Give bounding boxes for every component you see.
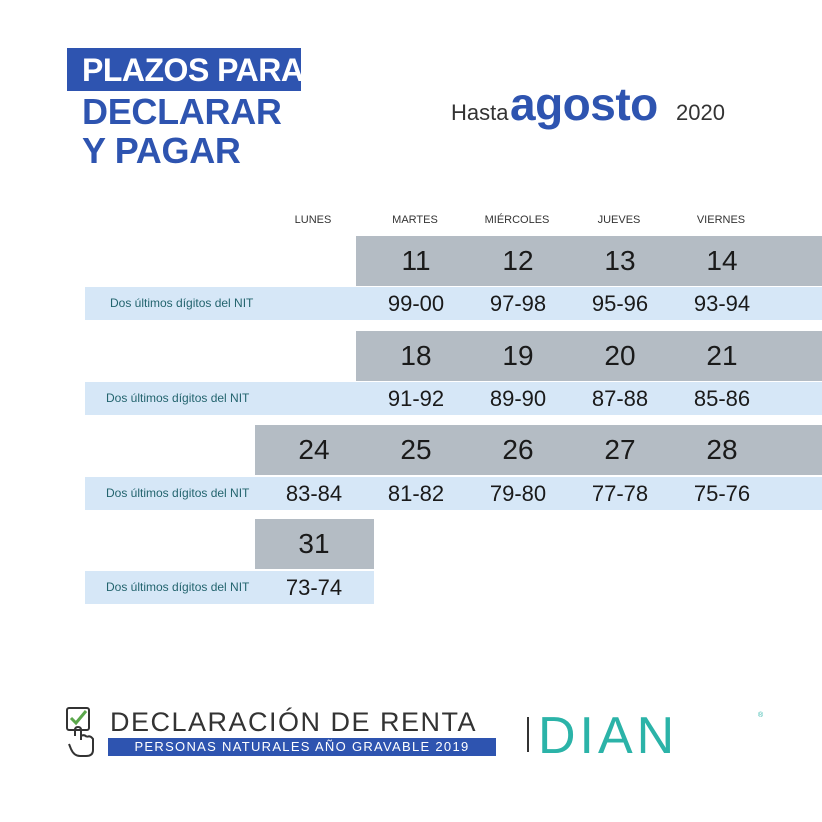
footer-subtitle: PERSONAS NATURALES AÑO GRAVABLE 2019 [108, 738, 496, 756]
date-cell: 18 [400, 340, 432, 371]
svg-text:®: ® [758, 711, 764, 719]
nit-row-label: Dos últimos dígitos del NIT [106, 391, 250, 405]
footer-title: DECLARACIÓN DE RENTA [110, 707, 478, 737]
nit-cell: 95-96 [591, 291, 649, 316]
footer-divider [527, 717, 529, 752]
nit-cell: 87-88 [591, 386, 649, 411]
dian-logo-text: DIAN [538, 707, 678, 760]
nit-cell: 83-84 [285, 481, 343, 506]
page-title-line-2: DECLARAR [82, 91, 282, 132]
nit-cell: 79-80 [489, 481, 547, 506]
weekday-wednesday: MIÉRCOLES [484, 214, 550, 226]
nit-row-label: Dos últimos dígitos del NIT [106, 486, 250, 500]
nit-cell: 77-78 [591, 481, 649, 506]
date-cell: 12 [502, 245, 534, 276]
nit-row-label: Dos últimos dígitos del NIT [106, 580, 250, 594]
week-4-nit-band [85, 571, 374, 604]
week-2-nit-band [85, 382, 822, 415]
nit-cell: 97-98 [489, 291, 547, 316]
week-1-date-band [356, 236, 822, 286]
date-cell: 31 [298, 528, 330, 559]
week-3-date-band [255, 425, 822, 475]
date-cell: 13 [604, 245, 636, 276]
nit-cell: 73-74 [285, 575, 343, 600]
week-2-date-band [356, 331, 822, 381]
weekday-friday: VIERNES [696, 214, 746, 226]
date-cell: 27 [604, 434, 636, 465]
nit-cell: 81-82 [387, 481, 445, 506]
date-cell: 25 [400, 434, 432, 465]
date-cell: 11 [401, 245, 431, 276]
nit-cell: 89-90 [489, 386, 547, 411]
until-label: Hasta [451, 100, 509, 125]
nit-cell: 91-92 [387, 386, 445, 411]
date-cell: 24 [298, 434, 330, 465]
month-label: agosto [510, 78, 658, 130]
date-cell: 26 [502, 434, 534, 465]
date-cell: 28 [706, 434, 738, 465]
page-title-line-1: PLAZOS PARA [82, 52, 304, 88]
weekday-tuesday: MARTES [392, 214, 438, 226]
dian-logo: DIAN ® [538, 707, 764, 760]
nit-cell: 85-86 [693, 386, 751, 411]
nit-cell: 93-94 [693, 291, 751, 316]
weekday-thursday: JUEVES [597, 214, 641, 226]
nit-cell: 99-00 [387, 291, 445, 316]
date-cell: 14 [706, 245, 738, 276]
date-cell: 20 [604, 340, 636, 371]
week-4-date-band [255, 519, 374, 569]
date-cell: 19 [502, 340, 534, 371]
title-band [67, 48, 301, 91]
nit-cell: 75-76 [693, 481, 751, 506]
year-label: 2020 [676, 100, 725, 125]
week-3-nit-band [85, 477, 822, 510]
week-1-nit-band [85, 287, 822, 320]
date-cell: 21 [706, 340, 738, 371]
page-title-line-3: Y PAGAR [82, 130, 241, 171]
weekday-monday: LUNES [294, 214, 332, 226]
checklist-hand-icon [66, 707, 94, 757]
nit-row-label: Dos últimos dígitos del NIT [110, 296, 254, 310]
